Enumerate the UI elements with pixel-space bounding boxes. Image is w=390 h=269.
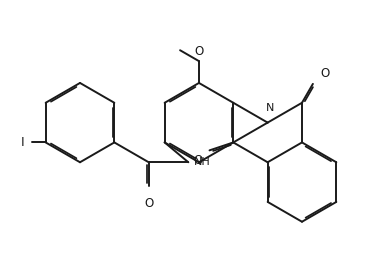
- Text: O: O: [321, 67, 330, 80]
- Text: I: I: [21, 136, 25, 149]
- Text: N: N: [266, 103, 274, 113]
- Text: O: O: [144, 197, 153, 210]
- Text: O: O: [194, 45, 204, 58]
- Text: NH: NH: [194, 157, 211, 167]
- Text: O: O: [193, 154, 202, 167]
